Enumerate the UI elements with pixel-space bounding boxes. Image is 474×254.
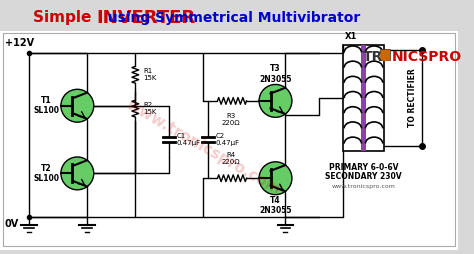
- Text: R3
220Ω: R3 220Ω: [222, 113, 240, 125]
- Bar: [343, 45, 384, 151]
- Text: TO RECTIFIER: TO RECTIFIER: [408, 69, 417, 127]
- Bar: [380, 49, 390, 60]
- Text: INVERTER: INVERTER: [97, 9, 196, 27]
- Text: X1: X1: [345, 32, 357, 41]
- Text: T3
2N3055: T3 2N3055: [259, 64, 292, 84]
- Text: R2
15K: R2 15K: [143, 102, 156, 115]
- Text: C2
0.47μF: C2 0.47μF: [216, 133, 240, 146]
- Text: www.tronicspro.com: www.tronicspro.com: [331, 184, 395, 189]
- Text: T2
SL100: T2 SL100: [33, 164, 59, 183]
- Text: T4
2N3055: T4 2N3055: [259, 196, 292, 215]
- Text: PRIMARY 6-0-6V: PRIMARY 6-0-6V: [328, 163, 398, 172]
- Text: NICSPRO: NICSPRO: [392, 50, 462, 65]
- Text: +12V: +12V: [5, 38, 34, 48]
- Bar: [3, 33, 456, 246]
- Circle shape: [61, 89, 94, 122]
- Text: www.tronicspro.com: www.tronicspro.com: [123, 97, 283, 198]
- Text: using Symmetrical Multivibrator: using Symmetrical Multivibrator: [98, 11, 360, 25]
- Text: R1
15K: R1 15K: [143, 68, 156, 81]
- Circle shape: [259, 162, 292, 195]
- Text: C1
0.47μF: C1 0.47μF: [177, 133, 201, 146]
- Text: T1
SL100: T1 SL100: [33, 96, 59, 115]
- Circle shape: [259, 85, 292, 117]
- Bar: [0, 31, 458, 250]
- Text: 0V: 0V: [5, 219, 19, 229]
- Text: TR: TR: [363, 50, 383, 65]
- Bar: [0, 4, 458, 31]
- Circle shape: [61, 157, 94, 190]
- Bar: [361, 45, 366, 151]
- Text: O: O: [378, 50, 390, 65]
- Text: R4
220Ω: R4 220Ω: [222, 152, 240, 165]
- Text: SECONDARY 230V: SECONDARY 230V: [325, 172, 402, 181]
- Text: Simple: Simple: [33, 10, 97, 25]
